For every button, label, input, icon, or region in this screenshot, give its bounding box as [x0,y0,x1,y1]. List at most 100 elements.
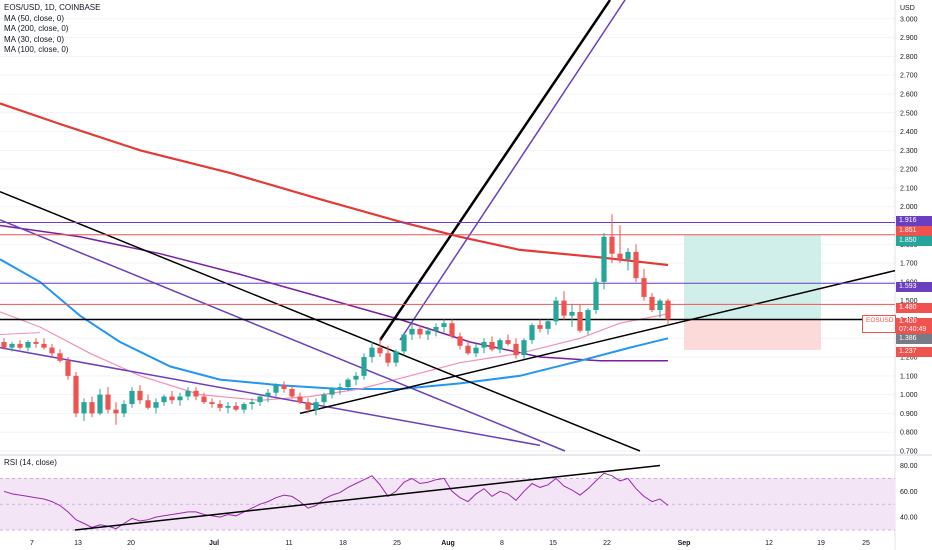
price-tick-label: 1.700 [900,261,918,268]
candle-body [369,347,375,358]
currency-label: USD [900,5,915,12]
candle-body [425,330,431,335]
candle-body [297,396,303,403]
candle-body [417,328,423,335]
candle-body [25,342,31,348]
ma50-line [0,258,669,390]
price-tick-label: 2.800 [900,54,918,61]
countdown: 07:40:49 [899,326,927,333]
price-tick-label: 0.900 [900,411,918,418]
candle-body [89,402,95,414]
candle-body [617,253,623,260]
candle-body [97,394,103,414]
candle-body [585,310,591,331]
trend-line [0,190,641,452]
rsi-pane [0,464,895,531]
time-tick-label: Sep [678,540,691,547]
last-price: 1.400 [899,318,917,325]
candle-body [49,347,55,354]
position-zones [684,234,821,351]
candle-body [529,325,535,341]
price-tick-label: 2.900 [900,35,918,42]
price-tick-label: 1.000 [900,392,918,399]
candle-body [657,300,663,311]
time-axis[interactable]: 7 13 20 Jul 11 18 25 Aug 8 15 22 Sep 12 19 25 [30,540,870,547]
candle-body [281,385,287,389]
target-zone [684,234,821,320]
candle-body [105,394,111,410]
candle-body [601,236,607,282]
legend-ma30[interactable]: MA (30, close, 0) [4,34,65,44]
legend-ma100[interactable]: MA (100, close, 0) [4,45,69,54]
price-tick-label: 2.500 [900,110,918,117]
price-axis[interactable]: USD 3.000 2.900 2.800 2.700 2.600 2.500 2.400 2.… [900,5,918,522]
price-tick-label: 0.800 [900,430,918,437]
candle-body [561,300,567,316]
candle-body [57,353,63,361]
legend-ma200[interactable]: MA (200, close, 0) [4,24,69,33]
candle-body [265,392,271,397]
candle-body [385,353,391,363]
candle-body [505,340,511,344]
rsi-line [3,472,669,530]
badge-1593: 1.593 [896,282,932,292]
time-tick-label: Jul [209,540,219,547]
candle-body [161,396,167,403]
candle-body [273,385,279,393]
candle-body [489,342,495,350]
candle-body [513,343,519,356]
candle-body [553,300,559,322]
candle-body [577,311,583,331]
candle-body [33,342,39,344]
legend-symbol[interactable]: EOS/USD, 1D, COINBASE [4,3,101,12]
candle-body [481,342,487,348]
price-tick-label: 2.000 [900,204,918,211]
candle-body [193,390,199,397]
candle-body [241,404,247,410]
price-tick-label: 1.100 [900,373,918,380]
stop-zone [684,319,821,351]
price-tick-label: 2.100 [900,185,918,192]
ma30-line [0,311,669,401]
badge-last-price: 1.400 07:40:49 [896,318,932,335]
trend-line [299,269,896,415]
candle-body [377,347,383,354]
candle-body [465,345,471,354]
candle-body [65,360,71,376]
candle-body [361,357,367,376]
candle-body [593,281,599,311]
candle-body [337,387,343,389]
badge-1237: 1.237 [896,347,932,357]
candle-body [233,405,239,410]
candle-body [433,326,439,331]
candle-body [393,351,399,363]
time-tick-label: 18 [339,540,347,547]
candle-body [345,379,351,388]
candle-body [321,394,327,403]
candle-body [473,347,479,354]
candle-body [649,296,655,311]
chart-legend: EOS/USD, 1D, COINBASE MA (50, close, 0) … [4,3,100,56]
candle-body [633,251,639,279]
badge-1851: 1.851 [896,226,932,236]
candle-body [153,402,159,408]
rsi-tick-label: 40.00 [900,515,918,522]
time-tick-label: 25 [862,540,870,547]
candle-body [17,343,23,348]
price-tick-label: 2.200 [900,167,918,174]
candle-body [73,375,79,414]
candle-body [177,396,183,401]
candle-body [441,323,447,327]
legend-ma50[interactable]: MA (50, close, 0) [4,13,65,23]
time-tick-label: 15 [549,540,557,547]
ma200-line [0,102,669,267]
candle-body [209,402,215,405]
candle-body [129,390,135,405]
legend-rsi[interactable]: RSI (14, close) [4,458,57,467]
time-tick-label: 13 [74,540,82,547]
rsi-tick-label: 60.00 [900,489,918,496]
price-tick-label: 2.700 [900,73,918,80]
candle-body [353,375,359,380]
candle-body [401,334,407,352]
